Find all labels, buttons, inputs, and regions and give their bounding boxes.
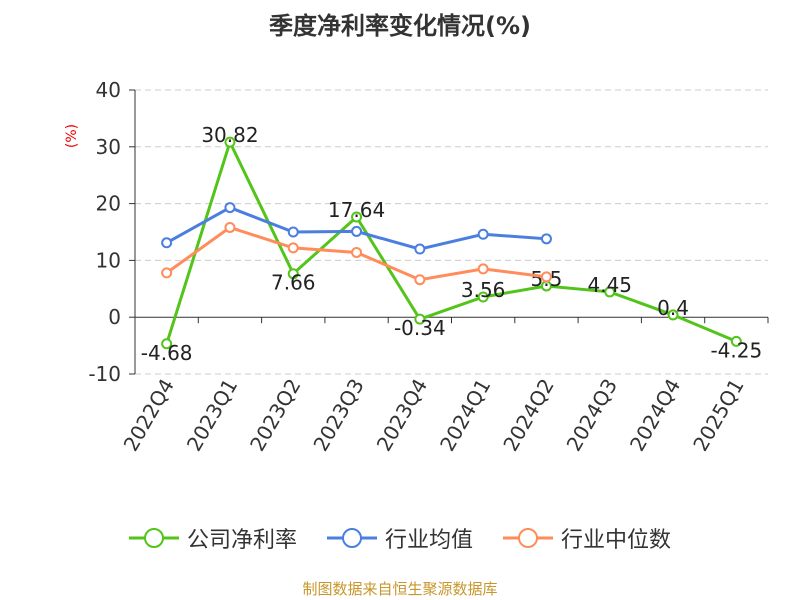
y-tick-label: 40 (96, 78, 121, 102)
legend-marker-icon (128, 528, 179, 548)
legend-marker-icon (326, 528, 377, 548)
data-point (287, 226, 299, 238)
data-label: 0.4 (657, 296, 689, 320)
data-point (351, 225, 363, 237)
y-tick-label: 0 (108, 305, 121, 329)
line-chart: -10 0 10 20 30 40 2022Q4 2023Q1 2023Q2 2023Q3 2023… (88, 78, 769, 456)
data-point (287, 242, 299, 254)
data-point (161, 267, 173, 279)
data-point (604, 286, 616, 298)
data-label: -4.25 (710, 338, 762, 362)
x-tick-label: 2023Q4 (372, 375, 432, 456)
data-point (414, 274, 426, 286)
data-point (161, 338, 173, 350)
data-point (287, 268, 299, 280)
x-tick-label: 2024Q3 (562, 375, 622, 456)
chart-title: 季度净利率变化情况(%) (269, 12, 531, 40)
data-point (224, 221, 236, 233)
data-point (540, 233, 552, 245)
x-tick-label: 2024Q1 (435, 375, 495, 456)
data-label: 17.64 (328, 198, 385, 222)
x-tick-label: 2025Q1 (688, 375, 748, 456)
data-point (161, 237, 173, 249)
x-tick-label: 2023Q2 (245, 375, 305, 456)
data-label: -0.34 (394, 316, 446, 340)
data-point (224, 136, 236, 148)
x-tick-label: 2024Q4 (625, 375, 685, 456)
data-point (540, 271, 552, 283)
legend-label: 公司净利率 (186, 528, 297, 553)
data-point (477, 291, 489, 303)
data-point (351, 246, 363, 258)
legend-item[interactable]: 公司净利率 (128, 522, 297, 554)
legend-label: 行业中位数 (561, 528, 672, 553)
source-note: 制图数据来自恒生聚源数据库 (302, 580, 498, 598)
data-label: -4.68 (141, 341, 193, 365)
legend-marker-icon (503, 528, 553, 548)
data-point (730, 335, 742, 347)
data-point (224, 202, 236, 214)
legend-item[interactable]: 行业均值 (326, 522, 473, 554)
data-point (414, 313, 426, 325)
legend-item[interactable]: 行业中位数 (503, 522, 671, 554)
x-tick-label: 2024Q2 (498, 375, 558, 456)
data-label: 4.45 (587, 273, 632, 297)
y-tick-label: 10 (96, 248, 121, 272)
data-point (477, 263, 489, 275)
x-tick-label: 2023Q1 (182, 375, 242, 456)
x-tick-label: 2022Q4 (119, 375, 179, 456)
data-point (414, 243, 426, 255)
data-label: 30.82 (201, 123, 258, 147)
y-tick-label: -10 (88, 362, 121, 386)
x-tick-label: 2023Q3 (308, 375, 368, 456)
y-tick-label: 30 (96, 135, 121, 159)
legend-label: 行业均值 (384, 528, 473, 553)
y-tick-label: 20 (96, 192, 121, 216)
data-label: 3.56 (461, 278, 506, 302)
series-line (165, 138, 737, 345)
legend: 公司净利率 行业均值 行业中位数 (0, 522, 800, 554)
data-point (477, 228, 489, 240)
data-point (351, 211, 363, 223)
data-label: 7.66 (271, 271, 316, 295)
data-point (667, 309, 679, 321)
